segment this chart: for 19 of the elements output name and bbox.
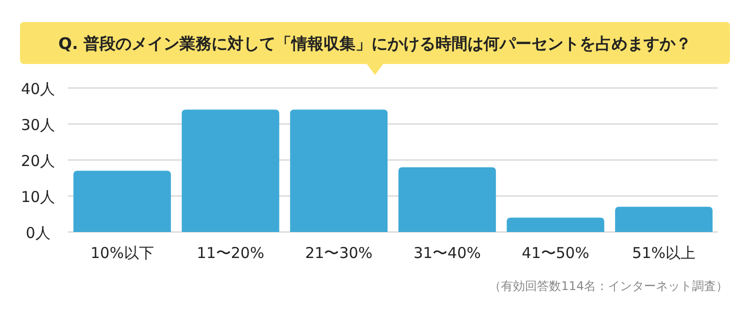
bar [506, 218, 604, 232]
x-tick-label: 31〜40% [413, 244, 481, 262]
y-tick-label: 10人 [20, 188, 56, 206]
bar [398, 167, 496, 232]
y-tick-label: 0人 [26, 224, 50, 242]
bar [290, 110, 388, 232]
x-tick-label: 11〜20% [196, 244, 264, 262]
bar [182, 110, 280, 232]
y-tick-label: 40人 [20, 80, 56, 98]
bar [73, 170, 171, 232]
y-tick-label: 20人 [20, 152, 56, 170]
y-tick-label: 30人 [20, 116, 56, 134]
bar [615, 206, 713, 232]
x-tick-label: 41〜50% [522, 244, 590, 262]
chart-title: Q. 普段のメイン業務に対して「情報収集」にかける時間は何パーセントを占めますか？ [58, 34, 692, 53]
x-tick-label: 10%以下 [90, 244, 154, 262]
x-tick-label: 51%以上 [632, 244, 696, 262]
text: （有効回答数114名：インターネット調査） [489, 279, 728, 293]
x-tick-label: 21〜30% [305, 244, 373, 262]
